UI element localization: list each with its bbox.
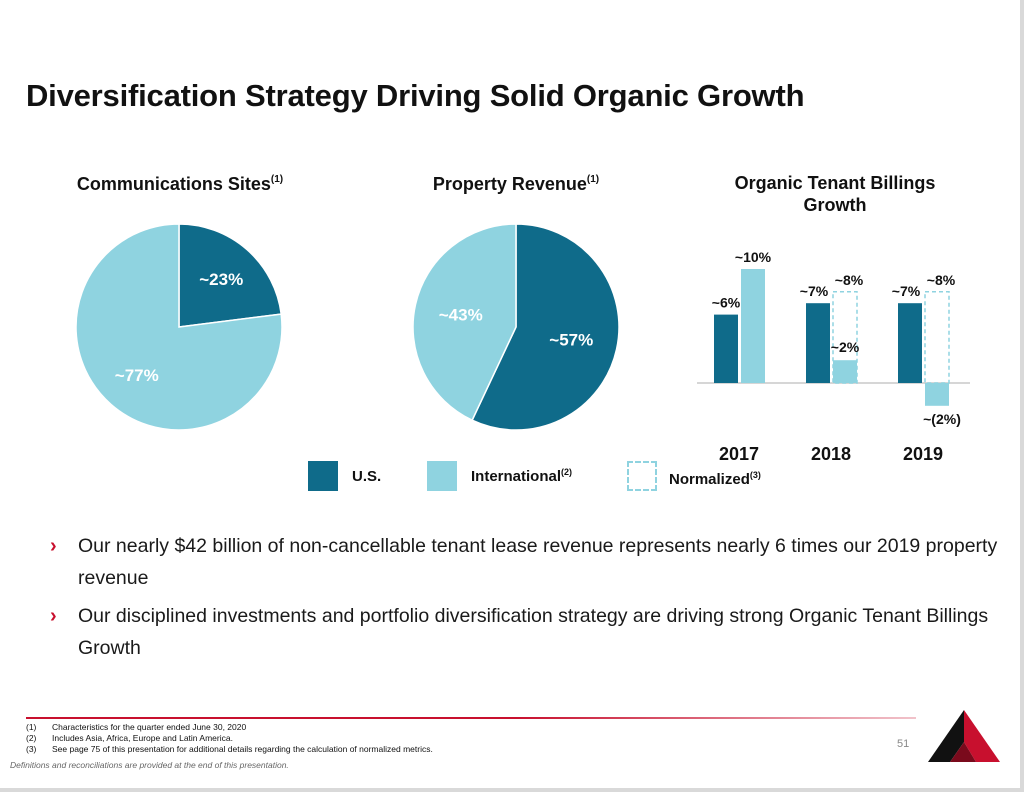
legend-normalized-footnote: (3) <box>749 469 761 480</box>
footnote-number: (3) <box>26 744 37 754</box>
legend-us-swatch <box>308 461 338 491</box>
pie-slice-label: ~77% <box>115 366 159 385</box>
footnote: (1) Characteristics for the quarter ended… <box>26 722 433 733</box>
bar-category-label: 2017 <box>719 444 759 464</box>
revenue-panel-title: Property Revenue(1) <box>366 169 666 195</box>
bar-us <box>898 303 922 383</box>
bar-international-label: ~(2%) <box>923 411 961 427</box>
legend-international-label: International(2) <box>471 467 572 485</box>
bar-us-label: ~7% <box>892 283 921 299</box>
page-number: 51 <box>897 738 910 750</box>
definitions-note: Definitions and reconciliations are prov… <box>10 760 289 770</box>
bullet-item: › Our nearly $42 billion of non-cancella… <box>50 530 1010 594</box>
pie-slice <box>178 223 283 328</box>
legend-us-label: U.S. <box>352 467 382 485</box>
legend-international-footnote: (2) <box>561 467 573 477</box>
bar-international-label: ~10% <box>735 249 772 265</box>
pie-slice <box>412 223 517 422</box>
pie-slice-label: ~23% <box>199 270 243 289</box>
bar-us-label: ~7% <box>800 283 829 299</box>
bar-category-label: 2018 <box>811 444 851 464</box>
bar-us-label: ~6% <box>712 295 741 311</box>
bullet-chevron-icon: › <box>50 535 57 557</box>
footnote-text: Characteristics for the quarter ended Ju… <box>52 722 247 732</box>
bullet-text: Our nearly $42 billion of non-cancellabl… <box>78 535 998 589</box>
pie-slice <box>471 223 620 431</box>
slide-title: Diversification Strategy Driving Solid O… <box>26 78 805 113</box>
legend-international-text: International <box>471 468 562 485</box>
footnote-number: (2) <box>26 733 37 743</box>
footnote-text: See page 75 of this presentation for add… <box>52 744 433 754</box>
footnote-text: Includes Asia, Africa, Europe and Latin … <box>52 733 233 743</box>
bar-international <box>925 383 949 406</box>
bar-normalized <box>832 291 858 384</box>
pie-slice-label: ~43% <box>439 306 483 325</box>
billings-title-line2: Growth <box>803 195 867 215</box>
bullet-item: › Our disciplined investments and portfo… <box>50 600 1010 664</box>
legend-normalized-text: Normalized <box>669 470 750 488</box>
bar-international <box>833 360 857 383</box>
pie-slice-label: ~57% <box>549 330 593 349</box>
page-frame-bottom <box>0 788 1024 792</box>
bar-international-label: ~2% <box>831 339 860 355</box>
legend-normalized: Normalized(3) <box>627 461 761 491</box>
footnote: (2) Includes Asia, Africa, Europe and Lat… <box>26 733 433 744</box>
legend-us: U.S. <box>308 461 381 491</box>
footer-divider <box>26 717 916 719</box>
legend-international-swatch <box>427 461 457 491</box>
company-logo-icon <box>928 710 1000 762</box>
bullet-list: › Our nearly $42 billion of non-cancella… <box>50 530 1010 670</box>
bar-normalized-label: ~8% <box>835 272 864 288</box>
bullet-text: Our disciplined investments and portfoli… <box>78 605 989 659</box>
bar-international <box>741 269 765 383</box>
footnote-number: (1) <box>26 722 37 732</box>
billings-title-line1: Organic Tenant Billings <box>734 173 936 193</box>
legend-normalized-label: Normalized(3) <box>669 470 761 488</box>
bar-normalized <box>924 291 950 384</box>
sites-panel-title: Communications Sites(1) <box>30 169 330 195</box>
bar-category-label: 2019 <box>903 444 943 464</box>
revenue-title-footnote: (1) <box>586 174 600 185</box>
pie-slice <box>75 223 283 431</box>
billings-panel-title: Organic Tenant Billings Growth <box>700 172 970 216</box>
bar-us <box>806 303 830 383</box>
sites-title-footnote: (1) <box>270 174 284 185</box>
page-frame-right <box>1020 0 1024 792</box>
bar-us <box>714 314 738 383</box>
footnote: (3) See page 75 of this presentation for … <box>26 744 433 755</box>
revenue-title-text: Property Revenue <box>432 174 587 194</box>
bullet-chevron-icon: › <box>50 605 57 627</box>
legend-normalized-swatch <box>627 461 657 491</box>
legend-international: International(2) <box>427 461 572 491</box>
footnotes: (1) Characteristics for the quarter ended… <box>26 722 433 755</box>
bar-normalized-label: ~8% <box>927 272 956 288</box>
sites-title-text: Communications Sites <box>76 174 271 194</box>
